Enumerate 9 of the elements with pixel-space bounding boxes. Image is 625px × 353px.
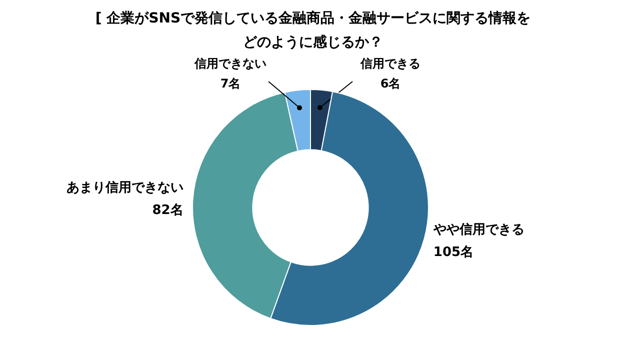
data-label: 105名 <box>433 244 474 260</box>
data-label: 6名 <box>380 76 401 90</box>
slice-label: あまり信用できない <box>66 180 184 196</box>
data-label: 82名 <box>152 203 184 218</box>
chart-title: [ 企業がSNSで発信している金融商品・金融サービスに関する情報をどのように感じるか？ <box>95 10 531 50</box>
data-label: 7名 <box>220 76 241 90</box>
slice-label: 信用できない <box>194 56 266 71</box>
slice-label: 信用できる <box>360 56 420 71</box>
slice-label: やや信用できる <box>432 222 524 238</box>
